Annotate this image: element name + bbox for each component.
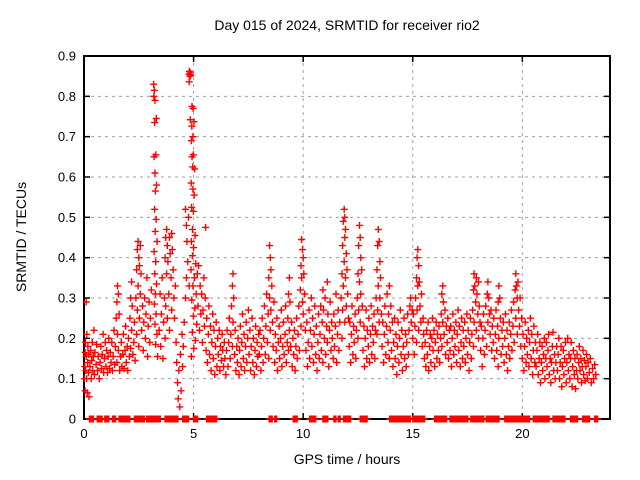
x-tick-label: 5 xyxy=(190,426,197,441)
x-tick-label: 0 xyxy=(80,426,87,441)
x-axis-label: GPS time / hours xyxy=(293,451,401,467)
x-tick-label: 20 xyxy=(515,426,529,441)
chart-title: Day 015 of 2024, SRMTID for receiver rio… xyxy=(214,17,480,33)
y-tick-label: 0.8 xyxy=(58,89,76,104)
y-tick-label: 0.1 xyxy=(58,371,76,386)
y-tick-label: 0.4 xyxy=(58,250,76,265)
y-tick-label: 0.5 xyxy=(58,210,76,225)
x-tick-label: 10 xyxy=(296,426,310,441)
zero-value-points xyxy=(86,415,602,423)
data-points xyxy=(80,67,600,411)
y-tick-label: 0.9 xyxy=(58,49,76,64)
y-tick-label: 0.3 xyxy=(58,291,76,306)
y-tick-label: 0.2 xyxy=(58,331,76,346)
x-tick-label: 15 xyxy=(406,426,420,441)
y-tick-label: 0.6 xyxy=(58,170,76,185)
y-tick-label: 0 xyxy=(69,412,76,427)
y-tick-label: 0.7 xyxy=(58,129,76,144)
y-axis-label: SRMTID / TECUs xyxy=(13,181,29,293)
